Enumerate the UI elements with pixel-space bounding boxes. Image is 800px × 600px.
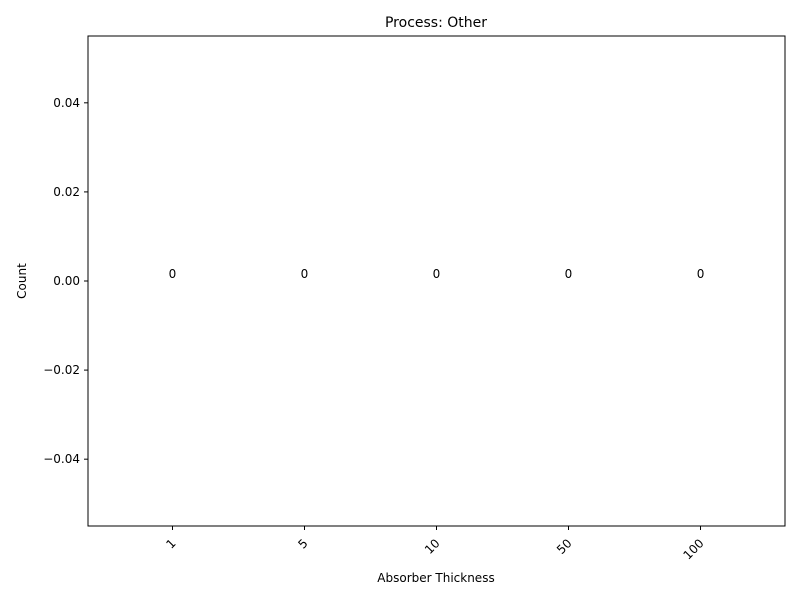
y-tick-label: −0.02: [43, 363, 80, 377]
x-tick-label: 1: [163, 536, 178, 551]
bar-labels: 0 0 0 0 0: [169, 267, 705, 281]
y-tick-label: 0.02: [53, 185, 80, 199]
y-tick-label: 0.04: [53, 96, 80, 110]
y-tick-label: −0.04: [43, 452, 80, 466]
bar-value-label: 0: [433, 267, 441, 281]
y-axis-label: Count: [15, 263, 29, 299]
y-tick-label: 0.00: [53, 274, 80, 288]
x-tick-label: 10: [422, 536, 443, 557]
bar-value-label: 0: [565, 267, 573, 281]
bar-value-label: 0: [169, 267, 177, 281]
plot-area: [87, 35, 786, 527]
bar-value-label: 0: [301, 267, 309, 281]
x-tick-label: 5: [295, 536, 310, 551]
x-tick-label: 100: [681, 536, 707, 562]
x-tick-label: 50: [554, 536, 575, 557]
x-axis: 1 5 10 50 100: [163, 526, 707, 562]
bar-value-label: 0: [697, 267, 705, 281]
y-axis: −0.04 −0.02 0.00 0.02 0.04: [43, 96, 88, 466]
chart-title: Process: Other: [385, 15, 487, 31]
x-axis-label: Absorber Thickness: [377, 571, 494, 585]
